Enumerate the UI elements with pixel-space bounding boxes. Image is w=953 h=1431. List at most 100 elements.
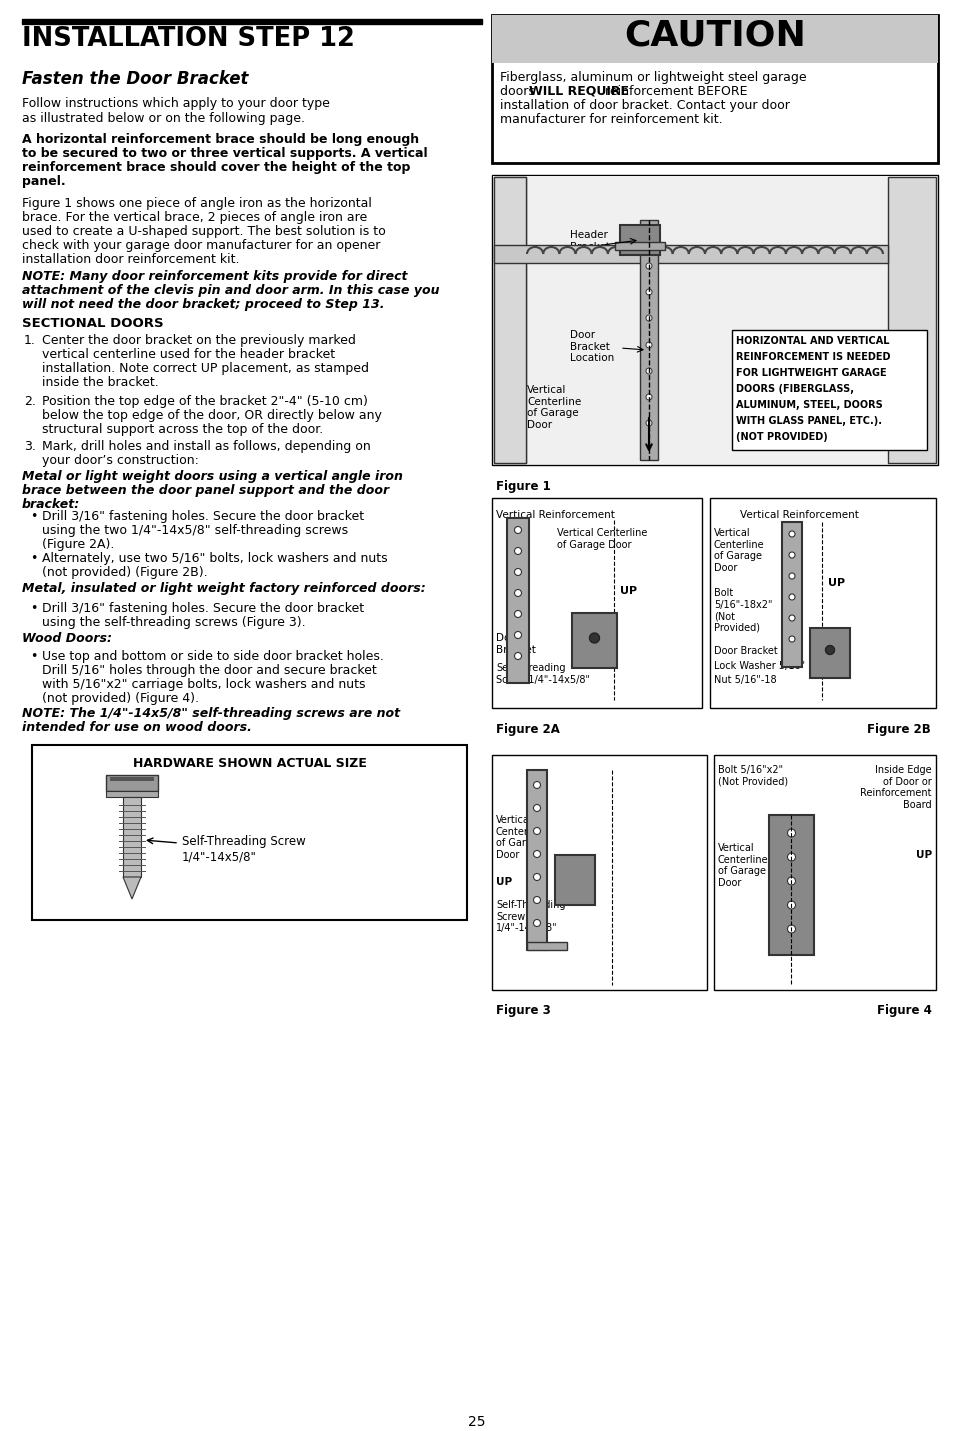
Text: manufacturer for reinforcement kit.: manufacturer for reinforcement kit.: [499, 113, 721, 126]
Text: Vertical Reinforcement: Vertical Reinforcement: [740, 509, 858, 519]
Text: REINFORCEMENT IS NEEDED: REINFORCEMENT IS NEEDED: [735, 352, 889, 362]
Text: Door
Bracket
Location: Door Bracket Location: [569, 331, 614, 363]
Text: as illustrated below or on the following page.: as illustrated below or on the following…: [22, 112, 305, 124]
Text: your door’s construction:: your door’s construction:: [42, 454, 198, 467]
Circle shape: [533, 873, 540, 880]
Circle shape: [786, 924, 795, 933]
Text: to be secured to two or three vertical supports. A vertical: to be secured to two or three vertical s…: [22, 147, 427, 160]
Bar: [639, 220, 658, 459]
Text: Vertical Reinforcement: Vertical Reinforcement: [496, 509, 615, 519]
Text: 25: 25: [468, 1415, 485, 1430]
Text: Header
Bracket: Header Bracket: [569, 230, 609, 252]
Text: Fasten the Door Bracket: Fasten the Door Bracket: [22, 70, 248, 87]
Text: doors: doors: [499, 84, 538, 97]
Bar: [22, 19, 481, 24]
Text: •: •: [30, 552, 37, 565]
Bar: [809, 628, 849, 678]
Circle shape: [788, 594, 794, 600]
Text: Figure 2B: Figure 2B: [866, 723, 930, 736]
Text: Self-Threading
Screw
1/4"-14x5/8": Self-Threading Screw 1/4"-14x5/8": [496, 900, 565, 933]
Text: Figure 1: Figure 1: [496, 479, 550, 494]
Text: brace between the door panel support and the door: brace between the door panel support and…: [22, 484, 389, 497]
Text: A horizontal reinforcement brace should be long enough: A horizontal reinforcement brace should …: [22, 133, 418, 146]
Text: INSTALLATION STEP 12: INSTALLATION STEP 12: [22, 26, 355, 52]
Text: structural support across the top of the door.: structural support across the top of the…: [42, 424, 323, 436]
Text: below the top edge of the door, OR directly below any: below the top edge of the door, OR direc…: [42, 409, 381, 422]
Bar: [32, 746, 467, 920]
Text: brace. For the vertical brace, 2 pieces of angle iron are: brace. For the vertical brace, 2 pieces …: [22, 210, 367, 225]
Circle shape: [514, 548, 521, 554]
Bar: [492, 14, 937, 63]
Text: FOR LIGHTWEIGHT GARAGE: FOR LIGHTWEIGHT GARAGE: [735, 368, 885, 378]
Circle shape: [514, 527, 521, 534]
Circle shape: [514, 590, 521, 597]
Text: Door
Bracket: Door Bracket: [496, 633, 536, 654]
Text: bracket:: bracket:: [22, 498, 80, 511]
Text: Figure 4: Figure 4: [876, 1005, 931, 1017]
Bar: [572, 612, 617, 668]
Text: NOTE: Many door reinforcement kits provide for direct: NOTE: Many door reinforcement kits provi…: [22, 270, 407, 283]
Text: UP: UP: [496, 877, 512, 887]
Text: HORIZONTAL AND VERTICAL: HORIZONTAL AND VERTICAL: [735, 336, 888, 346]
Text: UP: UP: [915, 850, 931, 860]
Circle shape: [786, 877, 795, 884]
Circle shape: [533, 827, 540, 834]
Text: with 5/16"x2" carriage bolts, lock washers and nuts: with 5/16"x2" carriage bolts, lock washe…: [42, 678, 365, 691]
Bar: [555, 854, 595, 904]
Circle shape: [786, 902, 795, 909]
Circle shape: [788, 635, 794, 643]
Bar: [781, 522, 801, 667]
Bar: [713, 756, 935, 990]
Text: check with your garage door manufacturer for an opener: check with your garage door manufacturer…: [22, 239, 380, 252]
Bar: [106, 776, 158, 791]
Circle shape: [514, 653, 521, 660]
Text: Self-Threading
Screw 1/4"-14x5/8": Self-Threading Screw 1/4"-14x5/8": [496, 663, 589, 684]
Text: Nut 5/16"-18: Nut 5/16"-18: [713, 675, 776, 685]
Text: Vertical
Centerline
of Garage
Door: Vertical Centerline of Garage Door: [496, 816, 546, 860]
Text: reinforcement BEFORE: reinforcement BEFORE: [600, 84, 747, 97]
Text: Bolt
5/16"-18x2"
(Not
Provided): Bolt 5/16"-18x2" (Not Provided): [713, 588, 772, 633]
Text: (not provided) (Figure 2B).: (not provided) (Figure 2B).: [42, 567, 208, 580]
Text: Center the door bracket on the previously marked: Center the door bracket on the previousl…: [42, 333, 355, 346]
Bar: [887, 177, 935, 464]
Text: (NOT PROVIDED): (NOT PROVIDED): [735, 432, 827, 442]
Text: Vertical
Centerline
of Garage
Door: Vertical Centerline of Garage Door: [713, 528, 763, 572]
Text: using the self-threading screws (Figure 3).: using the self-threading screws (Figure …: [42, 615, 305, 630]
Bar: [506, 518, 529, 683]
Bar: [619, 225, 659, 255]
Circle shape: [645, 263, 651, 269]
Text: Drill 5/16" holes through the door and secure bracket: Drill 5/16" holes through the door and s…: [42, 664, 376, 677]
Text: installation door reinforcement kit.: installation door reinforcement kit.: [22, 253, 239, 266]
Circle shape: [514, 568, 521, 575]
Text: Vertical
Centerline
of Garage
Door: Vertical Centerline of Garage Door: [718, 843, 768, 887]
Text: Inside Edge
of Door or
Reinforcement
Board: Inside Edge of Door or Reinforcement Boa…: [860, 766, 931, 810]
Bar: [110, 777, 153, 781]
Circle shape: [514, 611, 521, 618]
Text: DOORS (FIBERGLASS,: DOORS (FIBERGLASS,: [735, 384, 853, 394]
Text: 1.: 1.: [24, 333, 36, 346]
Bar: [615, 242, 664, 250]
Circle shape: [533, 804, 540, 811]
Text: installation. Note correct UP placement, as stamped: installation. Note correct UP placement,…: [42, 362, 369, 375]
Text: 3.: 3.: [24, 439, 36, 454]
Text: inside the bracket.: inside the bracket.: [42, 376, 158, 389]
Text: NOTE: The 1/4"-14x5/8" self-threading screws are not: NOTE: The 1/4"-14x5/8" self-threading sc…: [22, 707, 399, 720]
Text: WITH GLASS PANEL, ETC.).: WITH GLASS PANEL, ETC.).: [735, 416, 882, 426]
Text: HARDWARE SHOWN ACTUAL SIZE: HARDWARE SHOWN ACTUAL SIZE: [132, 757, 366, 770]
Bar: [709, 498, 935, 708]
Circle shape: [786, 853, 795, 861]
Circle shape: [533, 920, 540, 926]
Bar: [123, 797, 141, 877]
Circle shape: [645, 342, 651, 348]
Text: Position the top edge of the bracket 2"-4" (5-10 cm): Position the top edge of the bracket 2"-…: [42, 395, 368, 408]
Text: Fiberglass, aluminum or lightweight steel garage: Fiberglass, aluminum or lightweight stee…: [499, 72, 806, 84]
Text: reinforcement brace should cover the height of the top: reinforcement brace should cover the hei…: [22, 162, 410, 175]
Text: will not need the door bracket; proceed to Step 13.: will not need the door bracket; proceed …: [22, 298, 384, 311]
Text: Follow instructions which apply to your door type: Follow instructions which apply to your …: [22, 97, 330, 110]
Text: ALUMINUM, STEEL, DOORS: ALUMINUM, STEEL, DOORS: [735, 401, 882, 411]
Circle shape: [788, 615, 794, 621]
Bar: [492, 14, 937, 163]
Text: UP: UP: [619, 587, 637, 595]
Bar: [494, 177, 525, 464]
Text: Alternately, use two 5/16" bolts, lock washers and nuts: Alternately, use two 5/16" bolts, lock w…: [42, 552, 387, 565]
